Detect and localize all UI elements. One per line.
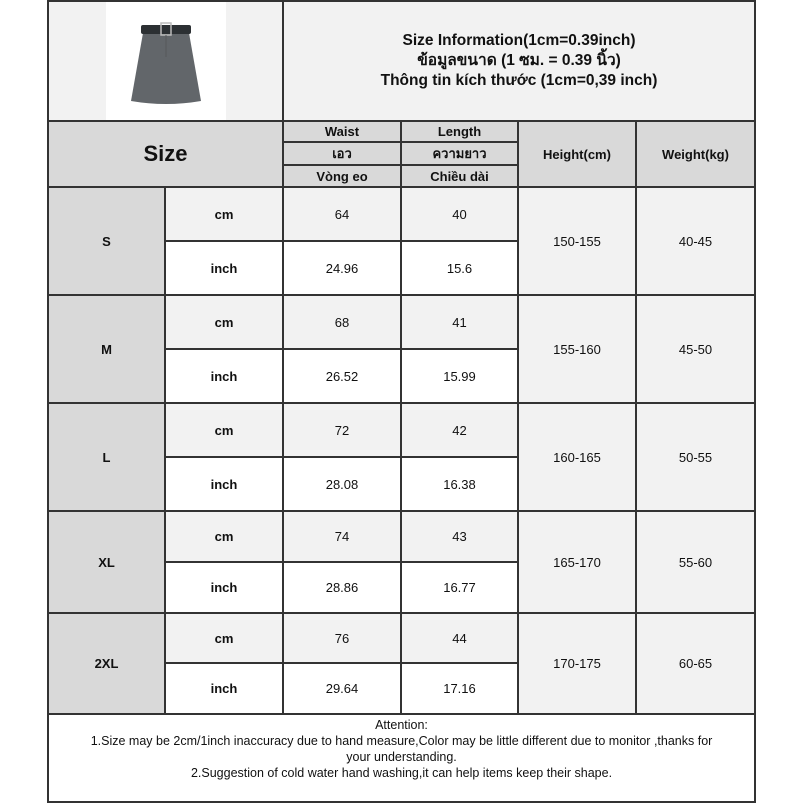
waist-header-en: Waist bbox=[282, 120, 402, 143]
length-inch: 16.77 bbox=[400, 561, 519, 614]
length-cm: 41 bbox=[400, 294, 519, 350]
product-image-cell bbox=[47, 0, 284, 122]
size-row-inch: inch 24.96 15.6 bbox=[48, 240, 755, 296]
waist-inch: 29.64 bbox=[282, 662, 402, 715]
title-vietnamese: Thông tin kích thước (1cm=0,39 inch) bbox=[380, 72, 658, 89]
height-range: 170-175 bbox=[517, 612, 637, 715]
height-range: 165-170 bbox=[517, 510, 637, 614]
size-chart-table: Size Information(1cm=0.39inch) ข้อมูลขนา… bbox=[47, 0, 756, 803]
waist-inch: 26.52 bbox=[282, 348, 402, 404]
height-range: 155-160 bbox=[517, 294, 637, 404]
unit-inch: inch bbox=[164, 240, 284, 296]
waist-cm: 68 bbox=[282, 294, 402, 350]
waist-cm: 64 bbox=[282, 186, 402, 242]
unit-inch: inch bbox=[164, 662, 284, 715]
length-cm: 43 bbox=[400, 510, 519, 563]
length-cm: 40 bbox=[400, 186, 519, 242]
length-header-vi: Chiều dài bbox=[400, 164, 519, 188]
weight-range: 45-50 bbox=[635, 294, 756, 404]
weight-range: 40-45 bbox=[635, 186, 756, 296]
size-header: Size bbox=[47, 120, 284, 188]
waist-inch: 28.08 bbox=[282, 456, 402, 512]
waist-header-th: เอว bbox=[282, 141, 402, 166]
unit-cm: cm bbox=[164, 510, 284, 563]
title-english: Size Information(1cm=0.39inch) bbox=[402, 32, 636, 49]
unit-cm: cm bbox=[164, 294, 284, 350]
size-label: L bbox=[47, 402, 166, 512]
size-label: S bbox=[47, 186, 166, 296]
height-header: Height(cm) bbox=[517, 120, 637, 188]
length-inch: 15.6 bbox=[400, 240, 519, 296]
length-header-en: Length bbox=[400, 120, 519, 143]
size-row-inch: inch 29.64 17.16 bbox=[48, 662, 755, 715]
waist-cm: 72 bbox=[282, 402, 402, 458]
size-row-cm: 2XL cm 76 44 170-175 60-65 bbox=[47, 612, 756, 715]
attention-line-2: 2.Suggestion of cold water hand washing,… bbox=[190, 766, 613, 780]
unit-inch: inch bbox=[164, 456, 284, 512]
size-row-inch: inch 28.08 16.38 bbox=[48, 456, 755, 512]
unit-inch: inch bbox=[164, 348, 284, 404]
weight-range: 50-55 bbox=[635, 402, 756, 512]
title-thai: ข้อมูลขนาด (1 ซม. = 0.39 นิ้ว) bbox=[417, 52, 621, 69]
unit-cm: cm bbox=[164, 186, 284, 242]
length-header-th: ความยาว bbox=[400, 141, 519, 166]
waist-inch: 28.86 bbox=[282, 561, 402, 614]
weight-range: 60-65 bbox=[635, 612, 756, 715]
height-range: 160-165 bbox=[517, 402, 637, 512]
length-inch: 16.38 bbox=[400, 456, 519, 512]
size-label: 2XL bbox=[47, 612, 166, 715]
waist-cm: 76 bbox=[282, 612, 402, 664]
product-image bbox=[105, 2, 226, 120]
size-row-inch: inch 26.52 15.99 bbox=[48, 348, 755, 404]
weight-header: Weight(kg) bbox=[635, 120, 756, 188]
length-inch: 17.16 bbox=[400, 662, 519, 715]
height-range: 150-155 bbox=[517, 186, 637, 296]
waist-inch: 24.96 bbox=[282, 240, 402, 296]
size-info-title: Size Information(1cm=0.39inch) ข้อมูลขนา… bbox=[282, 0, 756, 122]
size-row-inch: inch 28.86 16.77 bbox=[48, 561, 755, 614]
length-cm: 44 bbox=[400, 612, 519, 664]
size-row-cm: XL cm 74 43 165-170 55-60 bbox=[47, 510, 756, 614]
skirt-image bbox=[130, 22, 201, 104]
waist-cm: 74 bbox=[282, 510, 402, 563]
length-cm: 42 bbox=[400, 402, 519, 458]
size-label: XL bbox=[47, 510, 166, 614]
attention-note: Attention: 1.Size may be 2cm/1inch inaccu… bbox=[47, 713, 756, 803]
unit-inch: inch bbox=[164, 561, 284, 614]
waist-header-vi: Vòng eo bbox=[282, 164, 402, 188]
size-label: M bbox=[47, 294, 166, 404]
attention-line-1: 1.Size may be 2cm/1inch inaccuracy due t… bbox=[90, 734, 713, 764]
weight-range: 55-60 bbox=[635, 510, 756, 614]
unit-cm: cm bbox=[164, 612, 284, 664]
attention-title: Attention: bbox=[375, 718, 428, 732]
unit-cm: cm bbox=[164, 402, 284, 458]
length-inch: 15.99 bbox=[400, 348, 519, 404]
